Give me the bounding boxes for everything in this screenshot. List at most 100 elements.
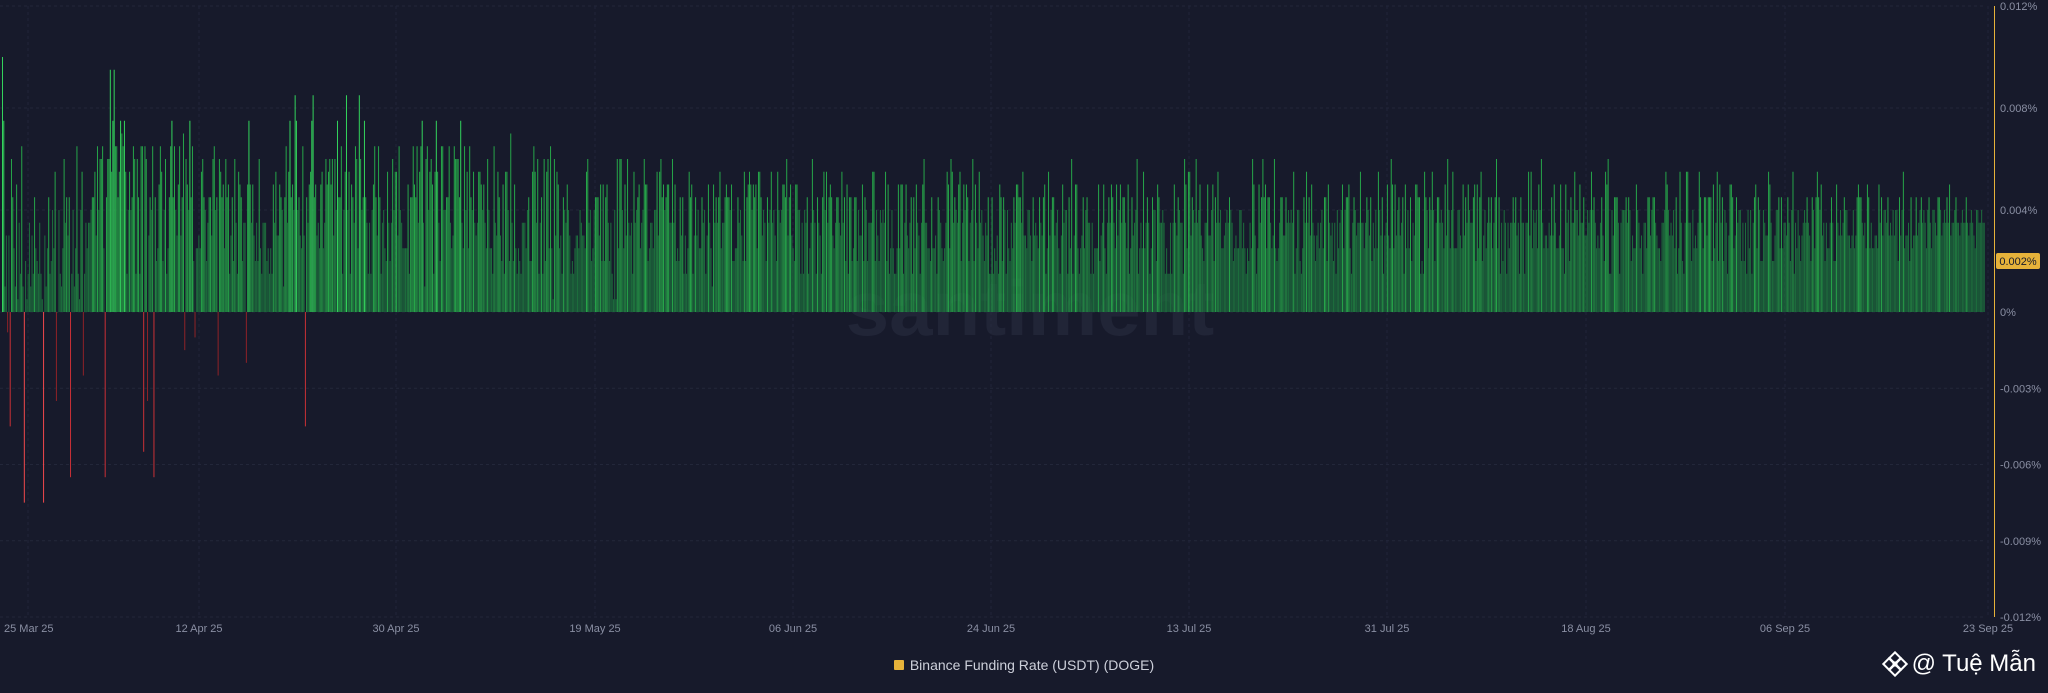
bar — [143, 312, 145, 452]
bar — [1451, 210, 1453, 312]
bar — [446, 197, 448, 312]
bar — [634, 222, 636, 312]
bar — [1294, 273, 1296, 312]
bar — [1132, 235, 1134, 312]
bar — [1434, 261, 1436, 312]
bar — [172, 197, 174, 312]
bar — [1557, 248, 1559, 312]
bar — [1676, 273, 1678, 312]
bar — [892, 248, 894, 312]
bar — [675, 261, 677, 312]
bar — [1940, 210, 1942, 312]
bar — [870, 222, 872, 312]
bar — [1421, 261, 1423, 312]
bar — [48, 197, 50, 312]
bar — [1784, 222, 1786, 312]
bar — [1960, 222, 1962, 312]
bar — [1330, 235, 1332, 312]
bar — [1470, 222, 1472, 312]
bar — [955, 210, 957, 312]
bar — [1850, 248, 1852, 312]
bar — [826, 171, 827, 312]
bar — [289, 120, 291, 312]
bar — [166, 273, 168, 312]
bar — [251, 222, 252, 312]
bar — [1928, 197, 1930, 312]
bar — [1118, 210, 1120, 312]
bar — [408, 273, 410, 312]
bar — [422, 222, 424, 312]
bar — [238, 171, 240, 312]
current-value-marker: 0.002% — [1996, 253, 2040, 269]
bar — [1606, 184, 1608, 312]
bar — [709, 222, 711, 312]
bar — [1286, 222, 1288, 312]
bar — [1146, 197, 1148, 312]
bar — [1968, 235, 1970, 312]
bar — [1925, 248, 1927, 312]
bar — [1152, 197, 1154, 312]
bar — [1632, 235, 1634, 312]
bar — [1900, 235, 1902, 312]
bar — [668, 184, 670, 312]
bar — [403, 248, 405, 312]
bar — [538, 273, 540, 312]
bar — [1481, 261, 1483, 312]
bar — [396, 171, 398, 312]
bar — [1220, 210, 1222, 312]
bar — [868, 222, 870, 312]
bar — [1379, 210, 1381, 312]
bar — [398, 146, 400, 312]
bar — [489, 248, 491, 312]
bar — [1905, 235, 1907, 312]
bar — [1376, 248, 1378, 312]
bar — [471, 210, 473, 312]
bar — [683, 273, 685, 312]
bar — [987, 197, 989, 312]
bar — [1768, 171, 1770, 312]
bar — [863, 261, 865, 312]
bar — [49, 273, 51, 312]
bar — [43, 312, 45, 503]
bar — [248, 120, 250, 312]
legend-swatch — [893, 660, 904, 670]
bar — [860, 235, 862, 312]
bar — [598, 235, 600, 312]
bar — [716, 222, 718, 312]
bar — [1480, 171, 1482, 312]
bar — [1014, 222, 1016, 312]
bar — [1153, 210, 1155, 312]
bar — [170, 146, 172, 312]
bar — [46, 248, 48, 312]
bar — [958, 184, 960, 312]
bar — [1823, 222, 1825, 312]
bar — [39, 222, 41, 312]
bar — [1616, 197, 1618, 312]
bar — [1494, 197, 1496, 312]
bar — [1279, 222, 1281, 312]
bar — [1176, 235, 1178, 312]
bar — [845, 261, 847, 312]
bar — [1359, 171, 1361, 312]
bar — [1525, 222, 1527, 312]
bar — [301, 248, 303, 312]
bar — [1961, 210, 1963, 312]
bar — [1904, 248, 1906, 312]
bar — [1479, 197, 1481, 312]
bar — [130, 210, 132, 312]
bar — [5, 235, 7, 312]
bar — [53, 248, 55, 312]
bar — [696, 235, 698, 312]
bar — [642, 210, 644, 312]
bar — [1734, 235, 1736, 312]
bar — [1611, 210, 1613, 312]
bar — [666, 184, 668, 312]
bar — [973, 261, 975, 312]
bar — [1931, 248, 1933, 312]
bar — [895, 273, 897, 312]
bar — [284, 197, 286, 312]
bar — [93, 197, 95, 312]
bar — [1529, 235, 1531, 312]
bar — [1969, 222, 1971, 312]
bar — [13, 248, 15, 312]
